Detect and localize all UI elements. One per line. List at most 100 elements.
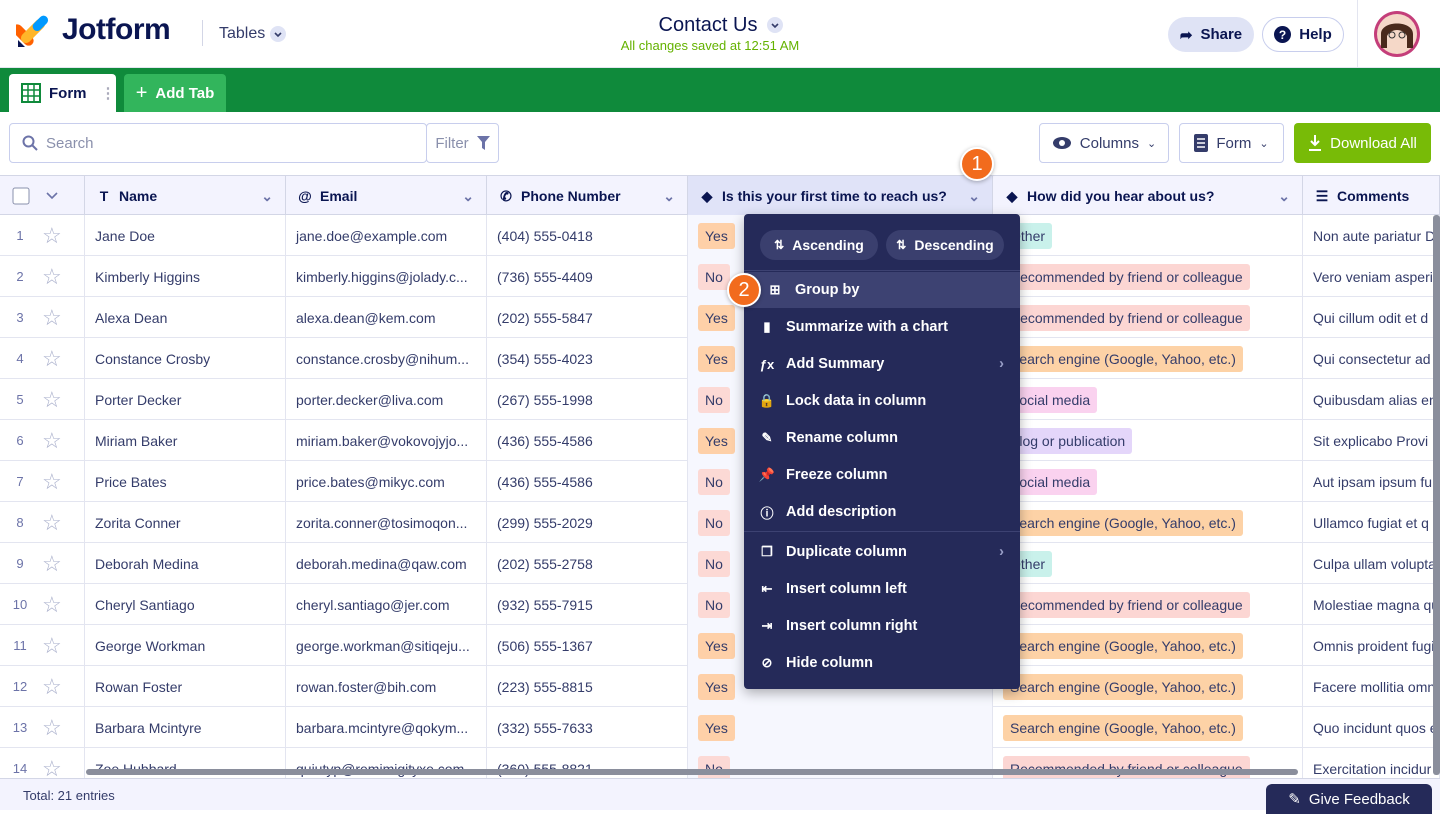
- menu-item[interactable]: ✎Rename column: [744, 420, 1020, 456]
- table-cell[interactable]: deborah.medina@qaw.com: [286, 543, 487, 584]
- table-cell[interactable]: porter.decker@liva.com: [286, 379, 487, 420]
- table-cell[interactable]: jane.doe@example.com: [286, 215, 487, 256]
- menu-item[interactable]: ⊘Hide column: [744, 645, 1020, 681]
- table-cell[interactable]: Price Bates: [85, 461, 286, 502]
- table-row[interactable]: 13☆Barbara Mcintyrebarbara.mcintyre@qoky…: [0, 707, 1440, 748]
- table-cell[interactable]: Recommended by friend or colleague: [993, 297, 1303, 338]
- table-cell[interactable]: (506) 555-1367: [487, 625, 688, 666]
- table-cell[interactable]: (436) 555-4586: [487, 420, 688, 461]
- table-cell[interactable]: Miriam Baker: [85, 420, 286, 461]
- star-button[interactable]: ☆: [38, 584, 85, 625]
- columns-button[interactable]: Columns⌄: [1039, 123, 1169, 163]
- column-dropdown[interactable]: ⌄: [968, 188, 992, 205]
- table-row[interactable]: 11☆George Workmangeorge.workman@sitiqeju…: [0, 625, 1440, 666]
- table-cell[interactable]: Other: [993, 215, 1303, 256]
- table-cell[interactable]: (332) 555-7633: [487, 707, 688, 748]
- table-cell[interactable]: rowan.foster@bih.com: [286, 666, 487, 707]
- table-cell[interactable]: (404) 555-0418: [487, 215, 688, 256]
- column-dropdown[interactable]: ⌄: [1278, 188, 1302, 205]
- table-cell[interactable]: kimberly.higgins@jolady.c...: [286, 256, 487, 297]
- help-button[interactable]: ?Help: [1262, 17, 1344, 52]
- table-cell[interactable]: Barbara Mcintyre: [85, 707, 286, 748]
- star-button[interactable]: ☆: [38, 502, 85, 543]
- star-button[interactable]: ☆: [38, 215, 85, 256]
- table-cell[interactable]: (202) 555-2758: [487, 543, 688, 584]
- table-cell[interactable]: barbara.mcintyre@qokym...: [286, 707, 487, 748]
- menu-item[interactable]: ⇤Insert column left: [744, 571, 1020, 607]
- table-cell[interactable]: Culpa ullam volupta: [1303, 543, 1440, 584]
- star-button[interactable]: ☆: [38, 338, 85, 379]
- table-cell[interactable]: cheryl.santiago@jer.com: [286, 584, 487, 625]
- menu-item[interactable]: ƒxAdd Summary›: [744, 346, 1020, 382]
- table-row[interactable]: 8☆Zorita Connerzorita.conner@tosimoqon..…: [0, 502, 1440, 543]
- table-cell[interactable]: Social media: [993, 461, 1303, 502]
- column-dropdown[interactable]: ⌄: [462, 188, 486, 205]
- menu-item[interactable]: ⊞Group by: [744, 272, 1020, 308]
- filter-button[interactable]: Filter: [426, 123, 499, 163]
- table-row[interactable]: 1☆Jane Doejane.doe@example.com(404) 555-…: [0, 215, 1440, 256]
- table-cell[interactable]: Facere mollitia omn: [1303, 666, 1440, 707]
- column-header[interactable]: ◆Is this your first time to reach us?⌄: [688, 176, 993, 216]
- tab[interactable]: Form⋮: [9, 74, 116, 112]
- sort-ascending[interactable]: ⇅Ascending: [760, 230, 878, 260]
- table-cell[interactable]: price.bates@mikyc.com: [286, 461, 487, 502]
- table-row[interactable]: 2☆Kimberly Higginskimberly.higgins@jolad…: [0, 256, 1440, 297]
- table-cell[interactable]: zorita.conner@tosimoqon...: [286, 502, 487, 543]
- table-cell[interactable]: Quibusdam alias en: [1303, 379, 1440, 420]
- form-title[interactable]: Contact Us: [600, 14, 816, 37]
- table-cell[interactable]: (932) 555-7915: [487, 584, 688, 625]
- table-cell[interactable]: (223) 555-8815: [487, 666, 688, 707]
- star-button[interactable]: ☆: [38, 666, 85, 707]
- table-cell[interactable]: (267) 555-1998: [487, 379, 688, 420]
- star-button[interactable]: ☆: [38, 461, 85, 502]
- table-cell[interactable]: (202) 555-5847: [487, 297, 688, 338]
- star-button[interactable]: ☆: [38, 543, 85, 584]
- table-cell[interactable]: (436) 555-4586: [487, 461, 688, 502]
- table-cell[interactable]: Search engine (Google, Yahoo, etc.): [993, 625, 1303, 666]
- table-cell[interactable]: (736) 555-4409: [487, 256, 688, 297]
- menu-item[interactable]: 🔒Lock data in column: [744, 383, 1020, 419]
- table-cell[interactable]: Porter Decker: [85, 379, 286, 420]
- star-button[interactable]: ☆: [38, 420, 85, 461]
- table-cell[interactable]: Zorita Conner: [85, 502, 286, 543]
- menu-item[interactable]: ⓘAdd description: [744, 494, 1020, 530]
- table-cell[interactable]: alexa.dean@kem.com: [286, 297, 487, 338]
- table-cell[interactable]: Recommended by friend or colleague: [993, 256, 1303, 297]
- table-cell[interactable]: Cheryl Santiago: [85, 584, 286, 625]
- star-button[interactable]: ☆: [38, 297, 85, 338]
- table-cell[interactable]: Molestiae magna qu: [1303, 584, 1440, 625]
- column-dropdown[interactable]: ⌄: [261, 188, 285, 205]
- table-cell[interactable]: Exercitation incidur: [1303, 748, 1440, 778]
- table-cell[interactable]: Social media: [993, 379, 1303, 420]
- table-cell[interactable]: Deborah Medina: [85, 543, 286, 584]
- app-dropdown[interactable]: [270, 26, 286, 42]
- table-cell[interactable]: Other: [993, 543, 1303, 584]
- table-cell[interactable]: constance.crosby@nihum...: [286, 338, 487, 379]
- column-dropdown[interactable]: ⌄: [663, 188, 687, 205]
- table-row[interactable]: 7☆Price Batesprice.bates@mikyc.com(436) …: [0, 461, 1440, 502]
- search-input[interactable]: Search: [9, 123, 427, 163]
- title-dropdown[interactable]: [767, 17, 783, 33]
- table-cell[interactable]: Omnis proident fugi: [1303, 625, 1440, 666]
- horizontal-scrollbar[interactable]: [86, 769, 1298, 775]
- star-button[interactable]: ☆: [38, 379, 85, 420]
- table-cell[interactable]: Rowan Foster: [85, 666, 286, 707]
- menu-item[interactable]: ❐Duplicate column›: [744, 534, 1020, 570]
- table-cell[interactable]: Yes: [688, 707, 993, 748]
- table-cell[interactable]: Jane Doe: [85, 215, 286, 256]
- table-cell[interactable]: Recommended by friend or colleague: [993, 584, 1303, 625]
- table-cell[interactable]: Kimberly Higgins: [85, 256, 286, 297]
- sort-descending[interactable]: ⇅Descending: [886, 230, 1004, 260]
- table-row[interactable]: 3☆Alexa Deanalexa.dean@kem.com(202) 555-…: [0, 297, 1440, 338]
- table-row[interactable]: 9☆Deborah Medinadeborah.medina@qaw.com(2…: [0, 543, 1440, 584]
- table-cell[interactable]: (354) 555-4023: [487, 338, 688, 379]
- table-row[interactable]: 12☆Rowan Fosterrowan.foster@bih.com(223)…: [0, 666, 1440, 707]
- add-tab-button[interactable]: +Add Tab: [124, 74, 226, 112]
- table-cell[interactable]: Alexa Dean: [85, 297, 286, 338]
- column-header[interactable]: ☰Comments: [1303, 176, 1440, 216]
- star-button[interactable]: ☆: [38, 707, 85, 748]
- star-button[interactable]: ☆: [38, 256, 85, 297]
- table-cell[interactable]: Ullamco fugiat et q: [1303, 502, 1440, 543]
- table-cell[interactable]: Search engine (Google, Yahoo, etc.): [993, 338, 1303, 379]
- avatar[interactable]: [1373, 10, 1421, 58]
